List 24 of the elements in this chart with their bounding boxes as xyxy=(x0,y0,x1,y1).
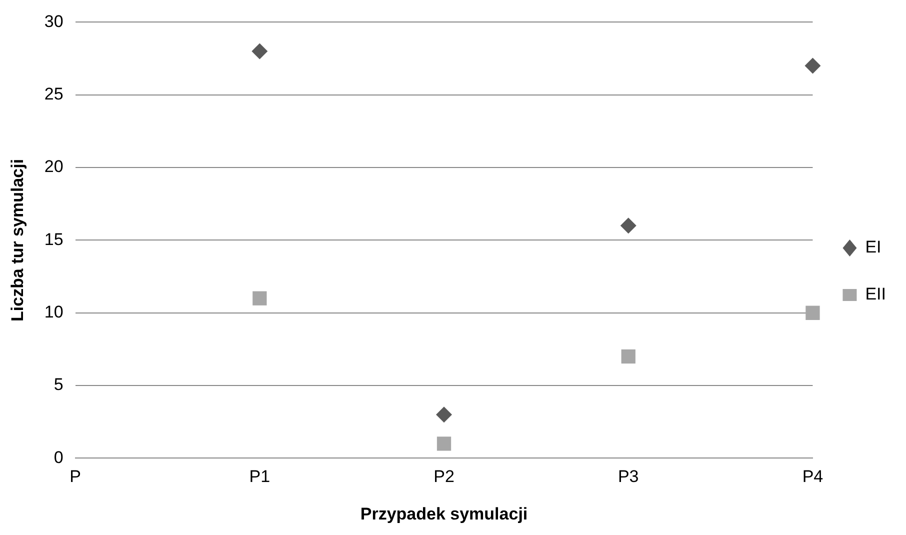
point xyxy=(252,291,267,306)
x-tick-label: P3 xyxy=(618,467,639,486)
point xyxy=(436,406,452,423)
y-tick-label: 15 xyxy=(44,230,64,249)
x-tick-label: P2 xyxy=(434,467,454,486)
point xyxy=(436,436,452,451)
point xyxy=(804,58,821,74)
x-tick-label: P4 xyxy=(802,467,824,486)
x-axis-title: Przypadek symulacji xyxy=(360,504,528,524)
y-tick-label: 30 xyxy=(44,12,64,31)
y-tick-label: 20 xyxy=(44,157,64,176)
y-tick-label: 0 xyxy=(54,448,64,467)
y-tick-label: 5 xyxy=(54,375,64,394)
point xyxy=(252,43,268,60)
point xyxy=(620,218,636,234)
y-tick-label: 25 xyxy=(44,84,64,104)
point xyxy=(806,306,820,320)
x-tick-label: P xyxy=(70,467,81,486)
legend-label: EII xyxy=(865,284,886,304)
legend-label: EI xyxy=(865,238,882,257)
y-tick-label: 10 xyxy=(44,302,64,322)
x-tick-label: P1 xyxy=(249,467,270,486)
point xyxy=(621,349,636,364)
y-axis-title: Liczba tur symulacji xyxy=(8,158,27,322)
